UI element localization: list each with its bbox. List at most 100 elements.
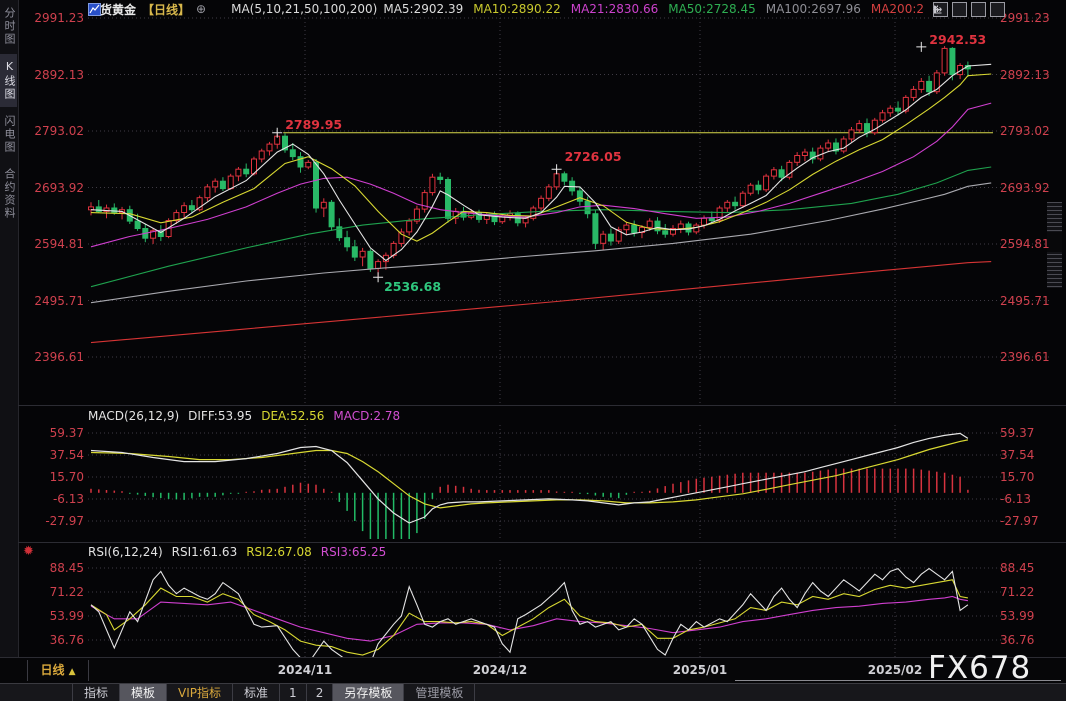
price-annotation: 2942.53: [929, 32, 986, 47]
alert-icon[interactable]: ✹: [23, 544, 34, 559]
price-annotation: 2789.95: [285, 117, 342, 132]
rsi-axis-label: 88.45: [1000, 561, 1035, 575]
axis-scale-icon[interactable]: [933, 2, 967, 17]
chevron-up-icon: ▲: [68, 667, 76, 677]
price-axis-label: 2396.61: [34, 350, 84, 365]
price-axis-label: 2594.81: [34, 237, 84, 252]
macd-label-row: MACD(26,12,9) DIFF:53.95 DEA:52.56 MACD:…: [18, 405, 1066, 425]
timeframe-label: 日线: [40, 663, 65, 677]
date-axis-label: 2024/12: [472, 663, 528, 677]
price-axis-label: 2396.61: [1000, 350, 1050, 365]
grid-lines: [88, 560, 1010, 657]
footer-tab-模板[interactable]: 模板: [120, 684, 168, 701]
rsi1-value: RSI1:61.63: [171, 544, 238, 559]
macd-axis-label: 15.70: [49, 469, 84, 484]
rsi-label-row: ✹ RSI(6,12,24) RSI1:61.63 RSI2:67.08 RSI…: [18, 542, 1066, 560]
price-axis-label: 2495.71: [1000, 293, 1050, 308]
macd-histogram: [90, 468, 969, 539]
sidebar-tab-K线图[interactable]: K线图: [0, 54, 17, 107]
timeframe-selector[interactable]: 日线 ▲: [27, 660, 89, 681]
visible-range-indicator[interactable]: [735, 680, 1061, 681]
footer-tab-1[interactable]: 1: [280, 684, 307, 701]
macd-axis-label: -27.97: [1000, 513, 1039, 528]
macd-axis-label: 59.37: [1000, 426, 1035, 440]
marker-cross-icon: [373, 272, 384, 283]
ma-legend: MA5:2902.39 MA10:2890.22 MA21:2830.66 MA50:…: [383, 2, 924, 16]
ma-legend-item: MA50:2728.45: [668, 2, 756, 16]
rsi-params: RSI(6,12,24): [88, 544, 163, 559]
price-axis-label: 2793.02: [1000, 124, 1050, 139]
chart-tools: [933, 2, 1005, 17]
ma-legend-item: MA100:2697.96: [765, 2, 861, 16]
ma-legend-item: MA5:2902.39: [383, 2, 464, 16]
price-annotation: 2726.05: [565, 149, 622, 164]
ma-line-MA50: [90, 166, 992, 288]
price-axis-label: 2693.92: [34, 180, 84, 195]
macd-axis-label: 15.70: [1000, 469, 1035, 484]
date-axis-label: 2025/01: [672, 663, 728, 677]
macd-dea-value: DEA:52.56: [261, 408, 325, 423]
marker-cross-icon: [916, 41, 927, 52]
chart-header: 现货黄金 【日线】 ⊕ MA(5,10,21,50,100,200) MA5:29…: [88, 1, 924, 17]
footer-tab-2[interactable]: 2: [307, 684, 334, 701]
dea-line: [90, 439, 969, 509]
footer-tab-管理模板[interactable]: 管理模板: [404, 684, 476, 701]
ma-line-MA200: [90, 261, 992, 344]
sidebar-tab-闪电图[interactable]: 闪电图: [3, 115, 16, 154]
macd-axis-label: -6.13: [1000, 491, 1032, 506]
footer-tab-VIP指标[interactable]: VIP指标: [167, 684, 234, 701]
price-axis-label: 2991.23: [1000, 11, 1050, 25]
rsi-chart-canvas[interactable]: [18, 560, 1066, 657]
zoom-slider-thumb[interactable]: [1047, 232, 1062, 252]
rsi-axis-label: 36.76: [49, 632, 84, 647]
marker-cross-icon: [272, 127, 283, 138]
rsi-axis-label: 53.99: [1000, 608, 1035, 623]
rsi3-value: RSI3:65.25: [320, 544, 387, 559]
price-axis-label: 2892.13: [34, 67, 84, 82]
price-axis-label: 2693.92: [1000, 180, 1050, 195]
period-tag: 【日线】: [142, 2, 191, 17]
autoplay-icon[interactable]: [934, 2, 986, 17]
ma-line-MA10: [90, 73, 992, 242]
rsi-axis-label: 36.76: [1000, 632, 1035, 647]
bottom-toolbar: 指标 模板 VIP指标 标准 1 2 另存模板 管理模板: [0, 683, 1066, 701]
macd-axis-label: 37.54: [49, 447, 84, 462]
grid-lines: [88, 425, 1010, 541]
macd-chart-canvas[interactable]: [18, 425, 1066, 541]
macd-value: MACD:2.78: [333, 408, 401, 423]
price-annotation: 2536.68: [384, 279, 441, 294]
date-axis-label: 2025/02: [867, 663, 923, 677]
marker-cross-icon: [551, 164, 562, 175]
macd-diff-value: DIFF:53.95: [188, 408, 253, 423]
rsi2-value: RSI2:67.08: [246, 544, 312, 559]
chart-area: 现货黄金 【日线】 ⊕ MA(5,10,21,50,100,200) MA5:29…: [18, 0, 1066, 658]
rsi-line-RSI1: [90, 567, 969, 657]
candles: [88, 46, 971, 277]
price-axis-label: 2594.81: [1000, 237, 1050, 252]
ma-params-label: MA(5,10,21,50,100,200): [231, 2, 378, 16]
add-overlay-icon[interactable]: ⊕: [196, 2, 207, 16]
macd-axis-label: -6.13: [52, 491, 84, 506]
zoom-slider[interactable]: [1047, 202, 1062, 288]
price-axis-label: 2991.23: [34, 11, 84, 25]
price-axis-label: 2892.13: [1000, 67, 1050, 82]
main-chart-canvas[interactable]: 2789.95 2536.68 2726.05 2942.53: [18, 0, 1066, 406]
left-tab-rail: 分时图 K线图闪电图合约资料: [0, 0, 19, 658]
rsi-axis-label: 71.22: [1000, 584, 1035, 599]
footer-tab-另存模板[interactable]: 另存模板: [333, 684, 405, 701]
sidebar-tab-分时图[interactable]: 分时图: [3, 7, 16, 46]
footer-tab-指标[interactable]: 指标: [72, 684, 121, 701]
rsi-axis-label: 88.45: [49, 561, 84, 575]
rsi-line-RSI3: [90, 595, 968, 642]
rsi-line-RSI2: [90, 579, 968, 656]
rsi-axis-label: 71.22: [49, 584, 84, 599]
sidebar-tab-合约资料[interactable]: 合约资料: [3, 168, 16, 220]
ma-legend-item: MA10:2890.22: [473, 2, 561, 16]
collapse-right-icon[interactable]: [934, 2, 1005, 17]
fx678-watermark: FX678: [928, 650, 1032, 686]
footer-tab-标准[interactable]: 标准: [233, 684, 281, 701]
mini-chart-icon[interactable]: [88, 2, 225, 16]
diff-line: [90, 432, 969, 524]
time-axis-bar: 日线 ▲ 2024/11 2024/12 2025/01 2025/02: [0, 657, 1066, 684]
macd-axis-label: 37.54: [1000, 447, 1035, 462]
